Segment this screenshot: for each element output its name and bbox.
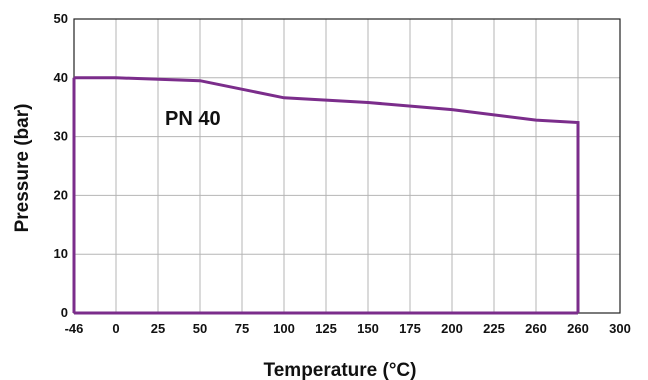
x-tick-label: 225 [483, 321, 505, 336]
x-tick-label: 0 [112, 321, 119, 336]
x-tick-label: 150 [357, 321, 379, 336]
y-tick-label: 50 [54, 11, 68, 26]
x-tick-label: 100 [273, 321, 295, 336]
x-tick-label: 50 [193, 321, 207, 336]
pn-annotation: PN 40 [165, 108, 221, 130]
x-tick-label: 260 [525, 321, 547, 336]
x-axis-title: Temperature (°C) [264, 360, 417, 380]
x-tick-label: 200 [441, 321, 463, 336]
plot-border [73, 18, 621, 314]
series-group [72, 76, 580, 315]
x-tick-label: 25 [151, 321, 165, 336]
y-tick-label: 30 [54, 129, 68, 144]
y-tick-label: 0 [61, 305, 68, 320]
series-line [74, 76, 580, 313]
x-tick-labels: -46 0 25 50 75 100 125 150 175 200 225 260 260 300 [65, 321, 631, 336]
x-tick-label: 300 [609, 321, 631, 336]
x-tick-label: 125 [315, 321, 337, 336]
y-axis-title: Pressure (bar) [12, 104, 33, 233]
x-tick-label: 75 [235, 321, 249, 336]
x-tick-label: -46 [65, 321, 84, 336]
grid [74, 19, 620, 313]
y-tick-label: 40 [54, 70, 68, 85]
y-tick-labels: 0 10 20 30 40 50 [54, 11, 68, 320]
y-tick-label: 10 [54, 246, 68, 261]
x-tick-label: 260 [567, 321, 589, 336]
x-tick-label: 175 [399, 321, 421, 336]
plot-frame [73, 18, 621, 314]
y-tick-label: 20 [54, 187, 68, 202]
